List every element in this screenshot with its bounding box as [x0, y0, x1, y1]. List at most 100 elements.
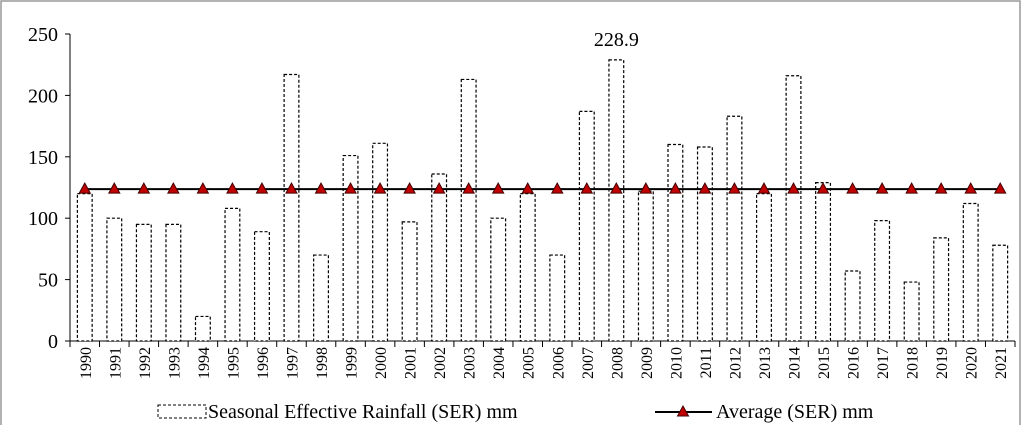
bar — [460, 78, 477, 342]
bar — [135, 223, 152, 342]
bar — [313, 254, 329, 342]
x-tick-label: 2009 — [639, 347, 656, 379]
marker — [137, 182, 151, 194]
marker — [787, 182, 800, 194]
bar — [342, 154, 359, 342]
bar — [962, 202, 979, 342]
data-label: 228.9 — [594, 29, 639, 51]
x-tick-label: 2005 — [521, 347, 538, 379]
legend-label: Average (SER) mm — [716, 401, 874, 423]
marker — [875, 182, 889, 194]
x-tick-label: 1995 — [225, 347, 242, 379]
marker — [373, 182, 387, 194]
bar — [696, 146, 713, 342]
marker — [609, 182, 623, 194]
x-tick-label: 1998 — [314, 347, 331, 379]
bar — [667, 143, 684, 342]
x-tick-label: 2013 — [757, 347, 774, 379]
bar — [283, 73, 300, 342]
bar — [637, 190, 654, 342]
bar — [844, 270, 861, 342]
marker — [432, 182, 446, 194]
bar — [578, 110, 595, 342]
marker — [757, 182, 771, 194]
x-tick-label: 2018 — [905, 347, 922, 379]
bar — [756, 193, 772, 342]
legend-swatch — [676, 404, 690, 417]
x-tick-label: 2015 — [816, 347, 833, 379]
bar — [992, 244, 1009, 342]
marker — [639, 182, 653, 194]
x-tick-label: 2012 — [727, 347, 744, 379]
x-tick-label: 2001 — [403, 347, 420, 379]
x-tick-label: 1996 — [255, 347, 272, 379]
bar — [194, 315, 211, 342]
x-tick-label: 2002 — [432, 347, 449, 379]
marker — [816, 182, 830, 194]
bar — [431, 173, 448, 342]
x-tick-label: 2021 — [993, 347, 1010, 379]
bar — [401, 221, 418, 342]
legend-swatch — [157, 404, 207, 419]
x-tick-label: 1993 — [166, 347, 183, 379]
marker — [964, 182, 978, 194]
marker — [846, 182, 859, 194]
x-tick-label: 1997 — [284, 347, 301, 379]
x-tick-label: 1999 — [344, 347, 361, 379]
legend-label: Seasonal Effective Rainfall (SER) mm — [208, 401, 518, 423]
marker — [462, 182, 476, 194]
x-tick-label: 2011 — [698, 347, 715, 378]
x-tick-label: 2017 — [875, 347, 892, 379]
bar — [76, 193, 93, 342]
marker — [226, 182, 239, 194]
marker — [934, 182, 948, 194]
x-tick-label: 2010 — [668, 347, 685, 379]
x-tick-label: 1990 — [78, 347, 95, 379]
x-tick-label: 2020 — [964, 347, 981, 379]
marker — [905, 182, 918, 194]
x-tick-label: 2019 — [934, 347, 951, 379]
bar — [815, 181, 832, 342]
bar — [372, 142, 389, 342]
y-tick-label: 100 — [28, 208, 58, 230]
bar — [874, 220, 891, 342]
marker — [314, 182, 328, 194]
y-tick-label: 50 — [38, 270, 58, 292]
marker — [698, 182, 712, 194]
bar — [253, 231, 270, 342]
bar — [549, 254, 566, 342]
x-tick-label: 1994 — [196, 347, 213, 379]
marker — [107, 182, 121, 194]
y-tick-label: 0 — [48, 331, 58, 353]
y-tick-label: 250 — [28, 24, 58, 46]
x-tick-label: 2006 — [550, 347, 567, 379]
bar — [165, 223, 182, 342]
marker — [491, 182, 505, 194]
x-tick-label: 2008 — [609, 347, 626, 379]
bar — [490, 217, 507, 342]
x-tick-label: 2016 — [846, 347, 863, 379]
x-tick-label: 2003 — [462, 347, 479, 379]
marker — [550, 182, 564, 194]
bar — [519, 193, 536, 342]
y-tick-label: 150 — [28, 147, 58, 169]
marker — [255, 182, 269, 194]
marker — [580, 182, 594, 194]
bar — [903, 281, 920, 342]
marker — [728, 182, 741, 194]
bar — [224, 207, 241, 342]
x-tick-label: 2000 — [373, 347, 390, 379]
marker — [403, 182, 416, 194]
bar — [933, 237, 950, 342]
marker — [196, 182, 210, 194]
bar — [608, 59, 625, 342]
x-tick-label: 2004 — [491, 347, 508, 379]
marker — [993, 182, 1007, 194]
x-tick-label: 1992 — [137, 347, 154, 379]
bar — [785, 75, 802, 342]
marker — [78, 182, 92, 194]
bar — [106, 217, 123, 342]
y-tick-label: 200 — [28, 85, 58, 107]
